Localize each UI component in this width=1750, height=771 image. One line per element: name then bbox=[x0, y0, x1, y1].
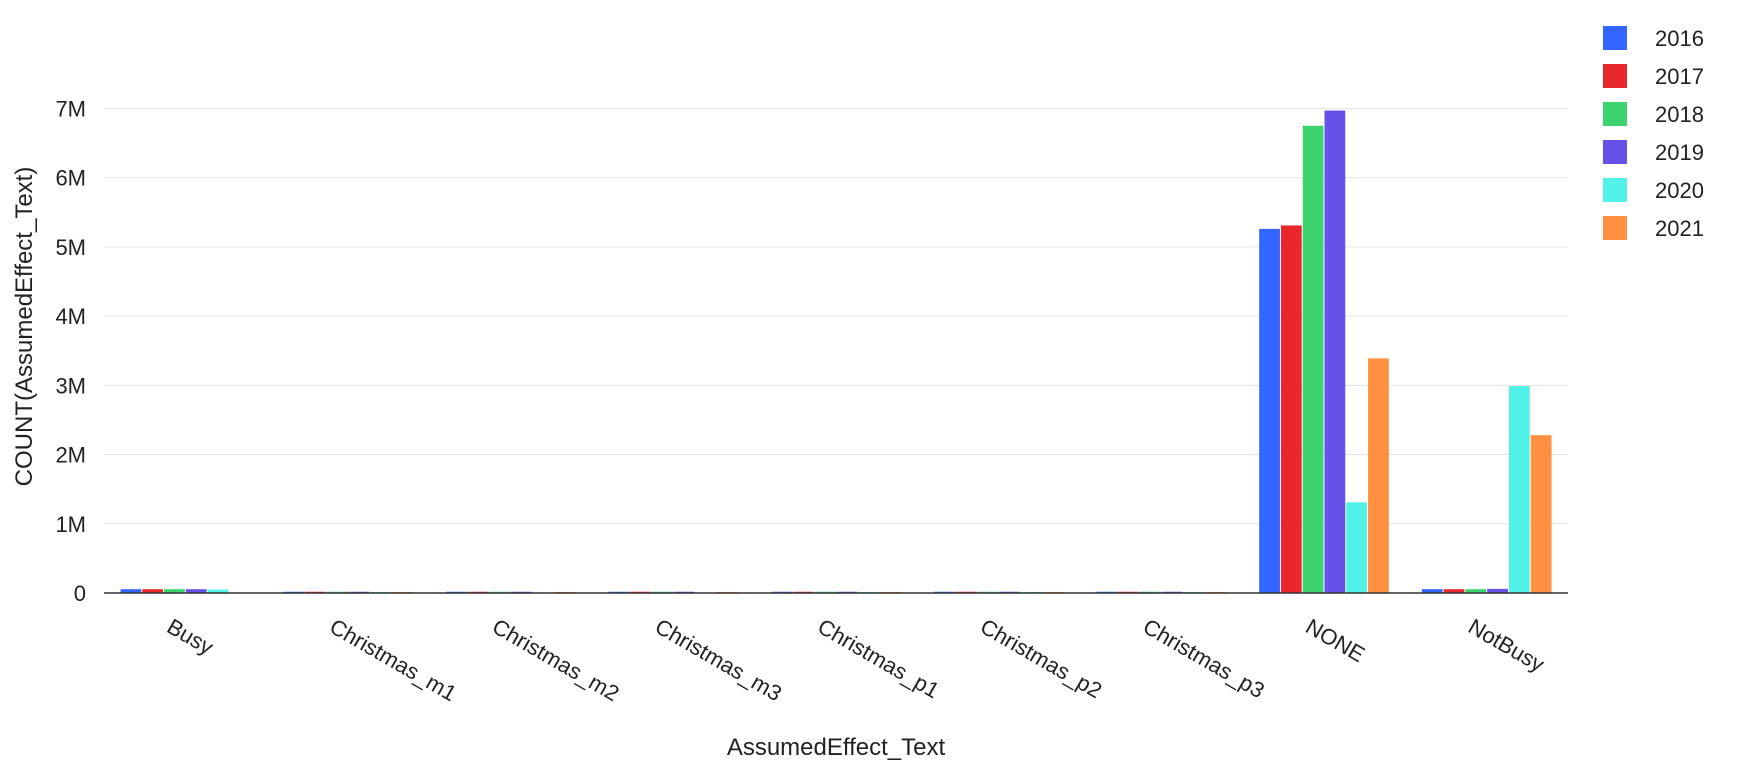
legend-label: 2019 bbox=[1655, 140, 1704, 165]
bar-2019-none bbox=[1324, 110, 1346, 594]
y-tick-label: 6M bbox=[55, 166, 86, 191]
y-tick-label: 0 bbox=[74, 581, 86, 606]
bar-2019-notbusy bbox=[1487, 588, 1508, 593]
x-tick-label: Christmas_p1 bbox=[814, 614, 944, 704]
bar-2020-busy bbox=[207, 589, 229, 593]
x-tick-label: Busy bbox=[163, 614, 218, 660]
legend-item-2019: 2019 bbox=[1603, 140, 1704, 165]
legend-label: 2017 bbox=[1655, 64, 1704, 89]
legend-label: 2021 bbox=[1655, 216, 1704, 241]
legend-item-2017: 2017 bbox=[1603, 64, 1704, 89]
bar-2018-notbusy bbox=[1465, 589, 1487, 593]
y-tick-label: 3M bbox=[55, 373, 86, 398]
bar-2016-none bbox=[1259, 228, 1280, 594]
bar-2018-none bbox=[1302, 125, 1324, 594]
y-axis-title: COUNT(AssumedEffect_Text) bbox=[11, 167, 38, 487]
bar-2016-notbusy bbox=[1421, 589, 1443, 593]
legend: 2016 2017 2018 2019 2020 2021 bbox=[1603, 26, 1704, 241]
bar-2017-none bbox=[1280, 225, 1302, 593]
bar-2017-notbusy bbox=[1443, 589, 1465, 593]
legend-swatch bbox=[1603, 26, 1627, 50]
y-tick-label: 2M bbox=[55, 443, 86, 468]
bar-2020-notbusy bbox=[1508, 386, 1530, 593]
legend-label: 2020 bbox=[1655, 178, 1704, 203]
legend-swatch bbox=[1603, 140, 1627, 164]
y-tick-labels: 0 1M 2M 3M 4M 5M 6M 7M bbox=[55, 96, 86, 606]
x-tick-label: NONE bbox=[1302, 614, 1370, 667]
x-tick-label: Christmas_p3 bbox=[1139, 614, 1269, 704]
x-tick-label: Christmas_p2 bbox=[976, 614, 1106, 704]
x-tick-label: Christmas_m2 bbox=[488, 614, 623, 707]
bar-2021-notbusy bbox=[1530, 435, 1552, 593]
bar-2018-busy bbox=[164, 589, 185, 593]
bar-2020-none bbox=[1346, 502, 1368, 593]
legend-swatch bbox=[1603, 178, 1627, 202]
x-tick-label: NotBusy bbox=[1464, 614, 1549, 677]
bars bbox=[120, 110, 1552, 594]
legend-swatch bbox=[1603, 102, 1627, 126]
bar-2017-busy bbox=[142, 589, 164, 593]
x-axis-title: AssumedEffect_Text bbox=[727, 734, 946, 761]
x-tick-label: Christmas_m3 bbox=[651, 614, 786, 707]
legend-label: 2016 bbox=[1655, 26, 1704, 51]
grid-lines bbox=[104, 107, 1568, 525]
bar-2016-busy bbox=[120, 589, 142, 593]
legend-swatch bbox=[1603, 64, 1627, 88]
y-tick-label: 1M bbox=[55, 512, 86, 537]
bar-2019-busy bbox=[185, 589, 207, 593]
legend-label: 2018 bbox=[1655, 102, 1704, 127]
x-tick-label: Christmas_m1 bbox=[326, 614, 461, 707]
legend-item-2020: 2020 bbox=[1603, 178, 1704, 203]
legend-item-2016: 2016 bbox=[1603, 26, 1704, 51]
x-tick-labels: Busy Christmas_m1 Christmas_m2 Christmas_m3… bbox=[163, 614, 1549, 707]
legend-item-2021: 2021 bbox=[1603, 216, 1704, 241]
y-tick-label: 5M bbox=[55, 235, 86, 260]
legend-swatch bbox=[1603, 216, 1627, 240]
y-tick-label: 7M bbox=[55, 96, 86, 121]
legend-item-2018: 2018 bbox=[1603, 102, 1704, 127]
bar-2021-none bbox=[1368, 358, 1389, 593]
y-tick-label: 4M bbox=[55, 304, 86, 329]
